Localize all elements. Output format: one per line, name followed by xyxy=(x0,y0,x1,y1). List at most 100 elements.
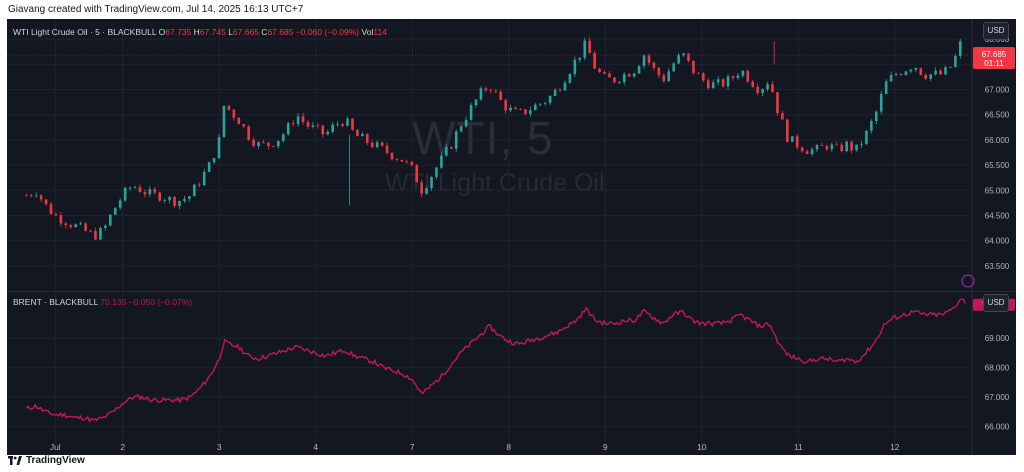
low-label: L xyxy=(228,27,233,37)
candle-body xyxy=(173,197,176,206)
candle-body xyxy=(281,134,285,141)
x-tick-label: Jul xyxy=(50,442,61,452)
candle-body xyxy=(865,130,868,144)
candle-body xyxy=(786,119,789,142)
candle-body xyxy=(692,60,695,74)
tradingview-logo-icon xyxy=(8,456,22,465)
x-tick-label: 3 xyxy=(217,442,222,452)
y-tick-label: 65.000 xyxy=(985,186,1010,195)
candle-body xyxy=(790,136,794,142)
candle-body xyxy=(894,74,898,76)
candle-body xyxy=(74,224,78,228)
brent-value: 70.135 xyxy=(100,297,127,307)
x-tick-label: 2 xyxy=(120,442,125,452)
candle-body xyxy=(830,144,834,150)
candle-body xyxy=(267,142,270,147)
candle-body xyxy=(731,76,735,79)
candle-body xyxy=(361,133,364,137)
candle-body xyxy=(341,124,344,126)
candle-body xyxy=(642,55,646,67)
candle-body xyxy=(29,195,33,197)
last-price-badge xyxy=(973,47,1015,70)
candle-body xyxy=(286,123,290,135)
candle-body xyxy=(835,144,839,146)
candle-body xyxy=(415,165,419,183)
low-value: 67.665 xyxy=(232,27,259,37)
pane-divider[interactable] xyxy=(7,291,1016,292)
currency-button-brent[interactable]: USD xyxy=(983,294,1009,312)
candle-body xyxy=(128,187,132,189)
candle-body xyxy=(573,59,577,74)
candle-body xyxy=(870,121,873,131)
candle-body xyxy=(79,223,82,225)
candle-body xyxy=(390,152,394,160)
brent-legend: BRENT · BLACKBULL 70.135 −0.050 (−0.07%) xyxy=(13,297,192,307)
candle-body xyxy=(548,95,552,103)
candle-body xyxy=(148,189,152,195)
x-tick-label: 8 xyxy=(506,442,511,452)
candle-body xyxy=(222,105,226,137)
candle-body xyxy=(489,90,493,91)
candle-body xyxy=(553,89,557,96)
candle-body xyxy=(385,145,389,153)
candle-body xyxy=(499,91,503,101)
candle-body xyxy=(133,187,137,188)
candle-body xyxy=(934,70,937,75)
candle-body xyxy=(613,77,616,83)
candle-body xyxy=(959,41,962,56)
chart-area[interactable]: WTI, 5 WTI Light Crude Oil 68.00067.5006… xyxy=(7,19,1016,455)
chart-attribution: Giavang created with TradingView.com, Ju… xyxy=(8,4,304,15)
candle-body xyxy=(118,200,122,208)
y-tick-label: 66.500 xyxy=(985,111,1010,120)
candle-body xyxy=(178,201,181,206)
candle-body xyxy=(627,74,631,77)
candle-body xyxy=(904,71,908,76)
wti-price-pane[interactable]: 68.00067.50067.00066.50066.00065.50065.0… xyxy=(7,19,1016,291)
candle-body xyxy=(321,125,325,135)
candle-body xyxy=(380,142,384,146)
candle-body xyxy=(588,40,591,53)
open-value: 67.735 xyxy=(165,27,192,37)
currency-button-wti[interactable]: USD xyxy=(983,22,1009,40)
candle-body xyxy=(123,187,127,201)
candle-body xyxy=(795,136,799,148)
candle-body xyxy=(153,189,157,193)
candle-body xyxy=(202,171,206,186)
candle-body xyxy=(820,145,824,146)
candle-body xyxy=(529,110,532,114)
candle-body xyxy=(54,214,58,216)
candle-body xyxy=(143,192,147,195)
candle-body xyxy=(652,62,656,68)
candle-body xyxy=(657,67,661,76)
brent-price-pane[interactable]: 69.000 68.000 67.000 66.000 70.135 Jul 2 3 4 7 8 9 1… xyxy=(7,291,1016,455)
volume-label: Vol xyxy=(361,27,374,37)
candle-body xyxy=(543,102,547,104)
candle-body xyxy=(558,89,562,91)
candle-body xyxy=(44,199,48,205)
candle-body xyxy=(726,76,730,87)
wti-symbol[interactable]: WTI Light Crude Oil · 5 · BLACKBULL xyxy=(13,27,157,37)
candle-body xyxy=(637,66,641,74)
candle-body xyxy=(776,92,779,114)
candle-body xyxy=(534,104,537,111)
candle-body xyxy=(771,84,774,93)
candle-body xyxy=(356,129,359,137)
footer: TradingView xyxy=(8,455,85,466)
candle-body xyxy=(914,67,918,70)
candle-body xyxy=(825,145,829,150)
candle-body xyxy=(351,118,354,130)
candle-body xyxy=(311,125,315,127)
candle-body xyxy=(217,136,221,159)
candle-body xyxy=(64,223,68,226)
candle-body xyxy=(889,75,893,82)
y-tick-label: 63.500 xyxy=(985,262,1010,271)
candle-body xyxy=(454,131,458,149)
candle-body xyxy=(583,40,587,58)
candle-body xyxy=(336,124,339,125)
candle-body xyxy=(687,53,690,61)
candle-body xyxy=(706,80,710,89)
y-tick-label: 69.000 xyxy=(985,334,1010,343)
candle-body xyxy=(39,195,43,200)
brent-symbol[interactable]: BRENT · BLACKBULL xyxy=(13,297,99,307)
candle-body xyxy=(944,67,947,75)
